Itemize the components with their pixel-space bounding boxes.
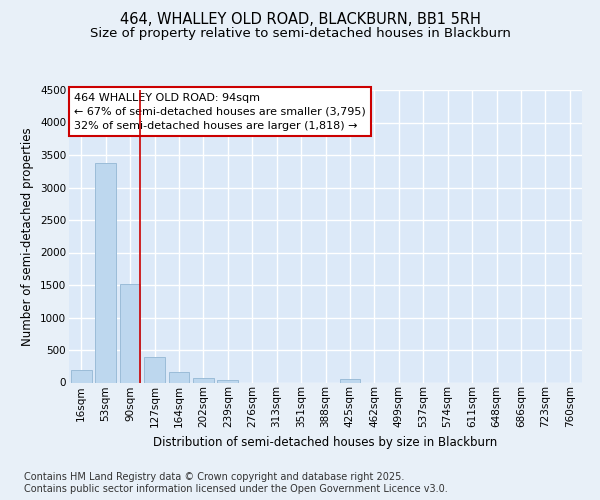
Text: 464, WHALLEY OLD ROAD, BLACKBURN, BB1 5RH: 464, WHALLEY OLD ROAD, BLACKBURN, BB1 5R… [119,12,481,28]
Bar [95,163,116,382]
Y-axis label: Number of semi-detached properties: Number of semi-detached properties [22,127,34,346]
Bar [193,378,214,382]
X-axis label: Distribution of semi-detached houses by size in Blackburn: Distribution of semi-detached houses by … [154,436,497,448]
Text: Contains HM Land Registry data © Crown copyright and database right 2025.
Contai: Contains HM Land Registry data © Crown c… [24,472,448,494]
Bar [71,370,92,382]
Bar [119,284,140,382]
Text: 464 WHALLEY OLD ROAD: 94sqm
← 67% of semi-detached houses are smaller (3,795)
32: 464 WHALLEY OLD ROAD: 94sqm ← 67% of sem… [74,93,366,131]
Text: Size of property relative to semi-detached houses in Blackburn: Size of property relative to semi-detach… [89,28,511,40]
Bar [217,380,238,382]
Bar [144,357,165,382]
Bar [340,379,361,382]
Bar [169,372,190,382]
